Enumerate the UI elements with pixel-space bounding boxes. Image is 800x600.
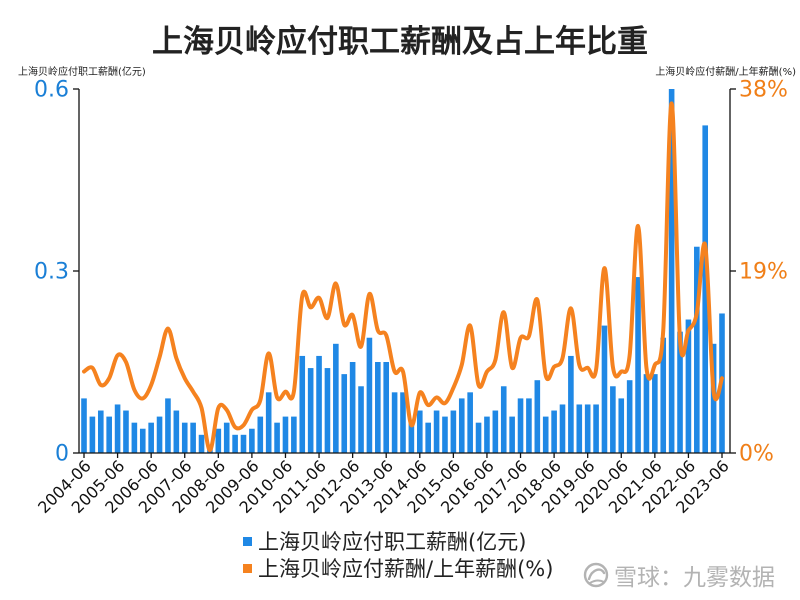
salary-bar (442, 416, 448, 453)
legend: 上海贝岭应付职工薪酬(亿元) 上海贝岭应付薪酬/上年薪酬(%) (243, 530, 553, 581)
salary-bar (366, 337, 373, 453)
salary-bar (626, 380, 633, 453)
y-right-tick-label: 38% (739, 78, 788, 103)
salary-bar (165, 398, 171, 453)
salary-bar (458, 398, 465, 453)
salary-bar-series (81, 89, 725, 454)
salary-bar (223, 422, 230, 453)
salary-bar (568, 355, 574, 453)
salary-bar (106, 416, 112, 453)
salary-bar (232, 434, 238, 453)
salary-bar (215, 428, 222, 453)
salary-bar (416, 410, 423, 453)
salary-bar (282, 416, 289, 453)
salary-bar (375, 362, 381, 453)
legend-label: 上海贝岭应付职工薪酬(亿元) (258, 530, 526, 554)
y-left-tick-label: 0.3 (34, 260, 69, 285)
legend-label: 上海贝岭应付薪酬/上年薪酬(%) (258, 557, 553, 581)
left-axis-title: 上海贝岭应付职工薪酬(亿元) (18, 65, 146, 78)
salary-bar (702, 125, 709, 454)
watermark: 雪球：九雾数据 (583, 562, 775, 591)
salary-bar (652, 374, 658, 453)
salary-bar (198, 434, 205, 453)
salary-bar (643, 374, 650, 453)
legend-swatch (243, 564, 252, 573)
salary-bar (542, 416, 549, 453)
salary-bar (181, 422, 188, 453)
salary-bar (291, 416, 297, 453)
salary-bar (526, 398, 532, 453)
y-right-tick-label: 19% (739, 260, 788, 285)
salary-bar (500, 386, 507, 453)
salary-bar (584, 404, 591, 453)
salary-bar (148, 422, 154, 453)
legend-item-salary: 上海贝岭应付职工薪酬(亿元) (243, 530, 526, 554)
salary-bar (81, 398, 87, 453)
salary-bar (333, 343, 339, 453)
salary-bar (383, 362, 390, 453)
ratio-line-series (82, 101, 724, 453)
salary-bar (677, 331, 683, 453)
salary-bar (668, 89, 675, 453)
y-right-tick-label: 0% (739, 442, 774, 467)
salary-bar (517, 398, 524, 453)
salary-bar (400, 392, 406, 453)
salary-bar (685, 319, 692, 453)
salary-bar (190, 422, 196, 453)
salary-bar (391, 392, 398, 453)
salary-bar (249, 428, 255, 453)
salary-bar (601, 325, 608, 453)
salary-bar (660, 337, 667, 453)
salary-bar (618, 398, 625, 453)
salary-bar (316, 355, 322, 453)
salary-bar (341, 374, 348, 453)
chart-title: 上海贝岭应付职工薪酬及占上年比重 (152, 24, 648, 60)
salary-bar (467, 392, 473, 453)
salary-bar (610, 386, 616, 453)
watermark-text: 雪球：九雾数据 (614, 565, 775, 591)
salary-bar (123, 410, 129, 453)
salary-bar (635, 277, 641, 453)
salary-bar (475, 422, 482, 453)
salary-bar (257, 416, 264, 453)
salary-bar (156, 416, 163, 453)
salary-bar (89, 416, 96, 453)
salary-bar (114, 404, 121, 453)
salary-bar (576, 404, 583, 453)
ratio-line (82, 101, 724, 453)
salary-bar (131, 422, 138, 453)
salary-bar (694, 246, 700, 453)
salary-bar (593, 404, 599, 453)
salary-bar (299, 355, 306, 453)
right-axis-title: 上海贝岭应付薪酬/上年薪酬(%) (655, 65, 796, 78)
salary-bar (450, 410, 457, 453)
y-left-tick-label: 0.6 (34, 78, 69, 103)
salary-bar (425, 422, 431, 453)
salary-bar (559, 404, 566, 453)
salary-bar (534, 380, 541, 453)
salary-bar (349, 362, 356, 453)
salary-bar (139, 428, 146, 453)
salary-bar (324, 368, 331, 453)
salary-bar (173, 410, 180, 453)
salary-bar (358, 386, 364, 453)
salary-bar (274, 422, 280, 453)
legend-swatch (243, 537, 252, 546)
salary-bar (433, 410, 440, 453)
salary-bar (240, 434, 247, 453)
salary-bar (265, 392, 272, 453)
y-left-tick-label: 0 (55, 442, 69, 467)
salary-bar (484, 416, 490, 453)
salary-bar (551, 410, 557, 453)
salary-bar (307, 368, 314, 453)
snowball-logo-icon (583, 562, 609, 588)
salary-bar (408, 422, 415, 453)
salary-bar (97, 410, 104, 453)
legend-item-ratio: 上海贝岭应付薪酬/上年薪酬(%) (243, 557, 553, 581)
salary-bar (509, 416, 515, 453)
salary-bar (492, 410, 499, 453)
